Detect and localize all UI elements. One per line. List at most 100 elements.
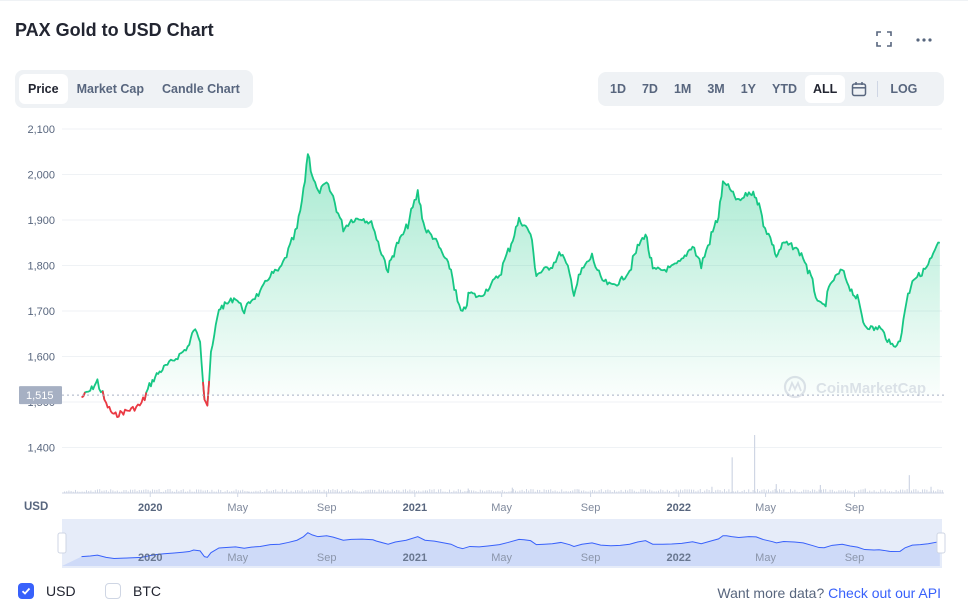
volume-bar <box>297 490 299 493</box>
volume-bar <box>759 490 761 493</box>
volume-bar <box>200 489 202 493</box>
volume-bar <box>750 491 752 493</box>
volume-bar <box>614 490 615 493</box>
volume-bar <box>350 490 351 493</box>
volume-bar <box>130 489 131 493</box>
check-icon <box>21 587 31 595</box>
volume-bar <box>889 491 890 493</box>
volume-bar <box>72 491 74 493</box>
volume-bar <box>464 491 466 493</box>
volume-bar <box>416 491 417 493</box>
volume-bar <box>123 490 125 493</box>
volume-bar <box>753 435 756 493</box>
navigator-tick-label: May <box>491 552 512 564</box>
fullscreen-icon[interactable] <box>873 28 895 50</box>
volume-bar <box>541 491 543 493</box>
range-all[interactable]: ALL <box>805 75 846 103</box>
price-chart[interactable]: 1,4001,5001,6001,7001,8001,9002,0002,100… <box>0 0 968 580</box>
volume-bar <box>510 491 512 493</box>
volume-bar <box>862 489 864 493</box>
navigator-right-handle[interactable] <box>936 532 946 554</box>
volume-bar <box>77 491 79 493</box>
volume-bar <box>847 490 849 493</box>
volume-bar <box>136 490 138 493</box>
volume-bar <box>455 491 457 493</box>
volume-bar <box>658 490 659 493</box>
volume-bar <box>449 489 450 493</box>
range-1m[interactable]: 1M <box>673 82 692 96</box>
legend-usd[interactable]: USD <box>18 583 76 599</box>
volume-bar <box>420 491 422 493</box>
volume-bar <box>636 491 637 493</box>
volume-bar <box>97 489 98 493</box>
api-promo-text: Want more data? <box>717 585 825 601</box>
volume-bar <box>108 491 109 493</box>
volume-bar <box>330 490 332 493</box>
volume-bar <box>730 491 732 493</box>
volume-bar <box>378 489 380 493</box>
volume-bar <box>673 491 675 493</box>
volume-bar <box>556 491 558 493</box>
range-1d[interactable]: 1D <box>610 82 626 96</box>
volume-bar <box>669 490 670 493</box>
volume-bar <box>475 491 477 493</box>
volume-bar <box>325 491 327 493</box>
volume-bar <box>277 491 279 493</box>
volume-bar <box>497 490 499 493</box>
range-ytd[interactable]: YTD <box>772 82 798 96</box>
volume-bar <box>372 489 373 493</box>
btc-checkbox[interactable] <box>105 583 121 599</box>
volume-bar <box>715 490 717 493</box>
volume-bar <box>884 489 886 493</box>
volume-bar <box>402 489 404 493</box>
volume-bar <box>389 491 391 493</box>
volume-bar <box>143 489 145 493</box>
volume-bar <box>116 490 118 493</box>
volume-bar <box>435 491 437 493</box>
volume-bar <box>275 489 277 493</box>
volume-bar <box>442 491 444 493</box>
volume-bar <box>83 491 85 493</box>
volume-bar <box>836 491 838 493</box>
range-7d[interactable]: 7D <box>641 82 658 96</box>
volume-bar <box>893 491 895 493</box>
range-navigator[interactable]: 2020 May Sep 2021 May Sep 2022 May Sep <box>57 519 946 568</box>
api-link[interactable]: Check out our API <box>828 585 941 601</box>
calendar-icon[interactable] <box>845 75 873 103</box>
volume-bar <box>248 491 250 493</box>
range-selector: 1D 7D 1M 3M 1Y YTD ALL LOG <box>598 72 944 106</box>
volume-bar <box>224 491 226 493</box>
volume-bar <box>288 491 290 493</box>
tab-market-cap[interactable]: Market Cap <box>76 82 144 96</box>
volume-bar <box>713 491 714 493</box>
more-icon[interactable] <box>913 28 935 50</box>
tab-candle-chart[interactable]: Candle Chart <box>161 82 240 96</box>
legend-btc[interactable]: BTC <box>105 583 161 599</box>
volume-bar <box>273 490 274 493</box>
tab-price[interactable]: Price <box>19 74 68 104</box>
page-title: PAX Gold to USD Chart <box>15 20 214 40</box>
navigator-left-handle[interactable] <box>57 532 67 554</box>
volume-bar <box>511 487 513 493</box>
volume-bar <box>655 491 657 493</box>
volume-bar <box>574 489 576 493</box>
volume-bar <box>563 491 565 493</box>
log-toggle[interactable]: LOG <box>890 82 918 96</box>
volume-bar <box>908 475 910 493</box>
range-1y[interactable]: 1Y <box>740 82 757 96</box>
volume-bar <box>411 490 413 493</box>
volume-bar <box>711 486 713 493</box>
volume-bar <box>479 489 481 493</box>
volume-bar <box>134 489 136 493</box>
usd-checkbox[interactable] <box>18 583 34 599</box>
volume-bar <box>728 489 730 493</box>
coinmarketcap-logo-mark <box>788 380 802 392</box>
volume-bar <box>664 491 666 493</box>
volume-bar <box>765 490 767 493</box>
volume-bar <box>286 489 288 493</box>
volume-bar <box>477 491 479 493</box>
volume-bars <box>64 435 943 493</box>
range-3m[interactable]: 3M <box>707 82 725 96</box>
volume-bar <box>367 489 369 493</box>
volume-bar <box>587 491 589 493</box>
